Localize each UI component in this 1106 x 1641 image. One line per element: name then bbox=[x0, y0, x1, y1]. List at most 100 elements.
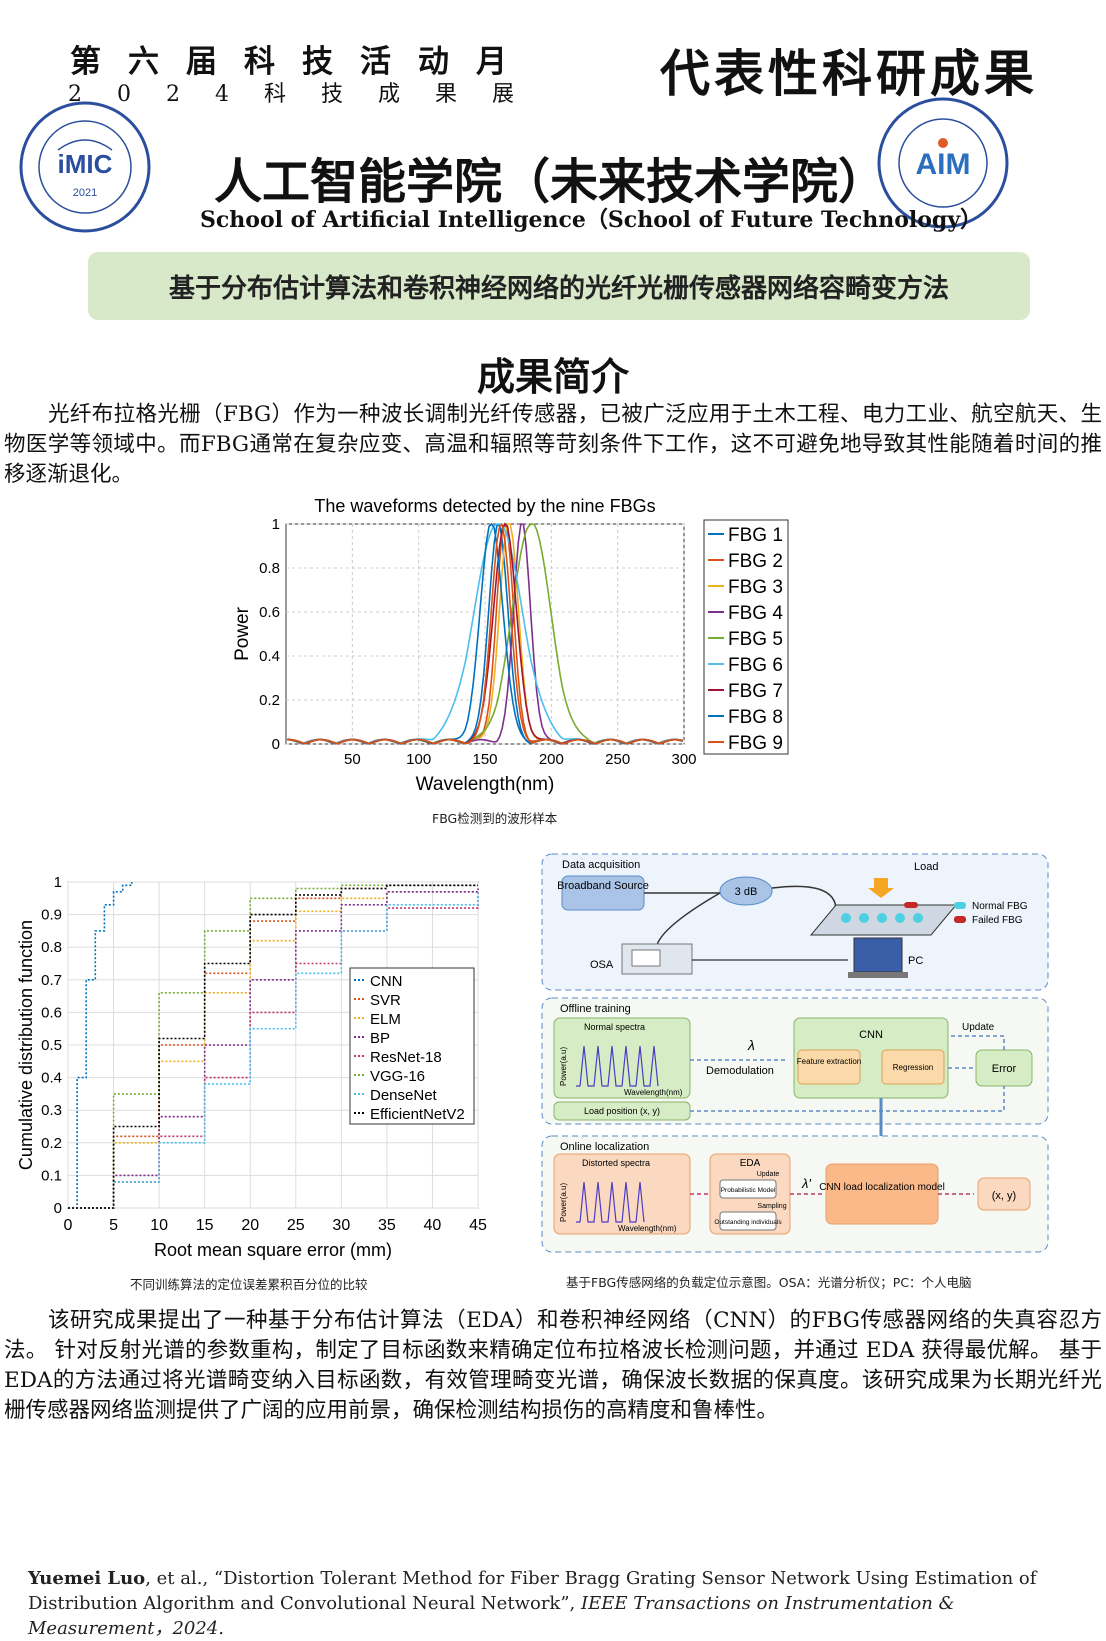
reference: Yuemei Luo, et al., “Distortion Tolerant… bbox=[28, 1566, 1088, 1641]
output-xy-label: (x, y) bbox=[992, 1190, 1016, 1202]
research-title-banner: 基于分布估计算法和卷积神经网络的光纤光栅传感器网络容畸变方法 bbox=[88, 252, 1030, 320]
fig2-legend-label: DenseNet bbox=[370, 1087, 438, 1104]
online-title: Online localization bbox=[560, 1141, 649, 1153]
fig2-x-tick-label: 25 bbox=[287, 1217, 305, 1234]
figure2-caption: 不同训练算法的定位误差累积百分位的比较 bbox=[130, 1277, 368, 1292]
online-localization-panel: Online localization Distorted spectra Wa… bbox=[541, 1135, 1049, 1253]
fig2-legend bbox=[349, 967, 475, 1125]
online-wavelength-label: Wavelength(nm) bbox=[618, 1224, 677, 1233]
fig1-y-tick-label: 0.2 bbox=[259, 692, 280, 709]
osa-label: OSA bbox=[590, 959, 614, 971]
fig1-legend-label: FBG 2 bbox=[728, 551, 783, 572]
cdf-comparison-chart: 0 5 10 15 20 25 30 35 40 45 0 0.1 0.2 0.3 0.4 0.5 0.6 0.7… bbox=[16, 874, 487, 1260]
normal-spectra-label: Normal spectra bbox=[584, 1022, 645, 1032]
imic-logo-text: iMIC bbox=[58, 149, 113, 179]
summary-paragraph: 该研究成果提出了一种基于分布估计算法（EDA）和卷积神经网络（CNN）的FBG传… bbox=[4, 1308, 1102, 1423]
fig2-y-tick-label: 0.2 bbox=[41, 1135, 62, 1152]
fig1-legend-label: FBG 4 bbox=[728, 603, 783, 624]
acquisition-title: Data acquisition bbox=[562, 859, 640, 871]
fig2-legend-label: ELM bbox=[370, 1011, 401, 1028]
fig2-x-tick-label: 10 bbox=[150, 1217, 168, 1234]
fig2-y-axis-label: Cumulative distribution function bbox=[16, 920, 36, 1170]
fig1-legend-label: FBG 3 bbox=[728, 577, 783, 598]
fig2-legend-label: VGG-16 bbox=[370, 1068, 425, 1085]
figure3-caption: 基于FBG传感网络的负载定位示意图。OSA：光谱分析仪；PC：个人电脑 bbox=[566, 1275, 972, 1290]
fig1-series-line-9 bbox=[287, 523, 683, 745]
fig2-series-line-7 bbox=[68, 891, 479, 1209]
outstanding-individuals-label: Outstanding individuals bbox=[714, 1219, 782, 1226]
fig2-series-line-2 bbox=[68, 884, 478, 1209]
reference-body: , et al., “Distortion Tolerant Method fo… bbox=[28, 1568, 1037, 1614]
fig1-y-tick-label: 0.6 bbox=[259, 604, 280, 621]
college-name-cn: 人工智能学院（未来技术学院） bbox=[213, 154, 886, 210]
fig2-series-line-8 bbox=[68, 884, 478, 1209]
fig1-y-tick-label: 0.4 bbox=[259, 648, 280, 665]
offline-power-label: Power(a.u) bbox=[559, 1047, 568, 1086]
fig2-x-tick-label: 35 bbox=[378, 1217, 396, 1234]
result-label: 代表性科研成果 bbox=[660, 44, 1038, 103]
fig1-legend-label: FBG 6 bbox=[728, 655, 783, 676]
fig1-legend-label: FBG 9 bbox=[728, 733, 783, 754]
distorted-spectra-label: Distorted spectra bbox=[582, 1158, 650, 1168]
eda-label: EDA bbox=[740, 1158, 761, 1169]
college-name-en: School of Artificial Intelligence（School… bbox=[200, 207, 983, 233]
fig1-y-tick-label: 0.8 bbox=[259, 560, 280, 577]
fig1-legend-label: FBG 5 bbox=[728, 629, 783, 650]
aim-logo-icon: AIM bbox=[877, 97, 1009, 229]
fig2-x-tick-label: 0 bbox=[64, 1217, 73, 1234]
fig2-y-tick-label: 0.1 bbox=[41, 1167, 62, 1184]
failed-fbg-label: Failed FBG bbox=[972, 915, 1023, 926]
fig1-y-tick-label: 1 bbox=[272, 516, 280, 533]
load-localization-diagram: Data acquisition Broadband Source 3 dB L… bbox=[541, 853, 1049, 1253]
fig2-y-tick-label: 0.7 bbox=[41, 972, 62, 989]
fig1-x-tick-label: 200 bbox=[539, 751, 564, 768]
fig2-legend-label: CNN bbox=[370, 973, 403, 990]
broadband-source-label: Broadband Source bbox=[557, 880, 649, 892]
fig2-y-tick-label: 0.5 bbox=[41, 1037, 62, 1054]
fig1-x-tick-label: 100 bbox=[406, 751, 431, 768]
error-label: Error bbox=[992, 1063, 1017, 1075]
coupler-label: 3 dB bbox=[735, 886, 758, 898]
acquisition-panel: Data acquisition Broadband Source 3 dB L… bbox=[541, 853, 1049, 991]
load-position-label: Load position (x, y) bbox=[584, 1106, 660, 1116]
offline-wavelength-label: Wavelength(nm) bbox=[624, 1088, 683, 1097]
fig2-x-tick-label: 30 bbox=[332, 1217, 350, 1234]
fig2-x-tick-label: 45 bbox=[469, 1217, 487, 1234]
event-title: 第六届科技活动月 bbox=[70, 44, 534, 80]
load-label: Load bbox=[914, 861, 938, 873]
fig2-series-line-4 bbox=[68, 888, 479, 1209]
fig2-legend-label: ResNet-18 bbox=[370, 1049, 442, 1066]
cnn-label: CNN bbox=[859, 1029, 883, 1041]
update-label: Update bbox=[962, 1022, 995, 1033]
fig2-y-tick-label: 0.9 bbox=[41, 907, 62, 924]
reference-author: Yuemei Luo bbox=[28, 1568, 146, 1589]
fig1-legend-label: FBG 8 bbox=[728, 707, 783, 728]
eda-sampling-label: Sampling bbox=[757, 1203, 786, 1210]
lambda-label: λ bbox=[747, 1037, 755, 1053]
probabilistic-model-label: Probabilistic Model bbox=[721, 1187, 776, 1194]
event-subtitle: 2024科技成果展 bbox=[68, 82, 549, 107]
fig2-x-tick-label: 5 bbox=[109, 1217, 118, 1234]
fig2-y-tick-label: 0.6 bbox=[41, 1004, 62, 1021]
fig2-series-line-1 bbox=[68, 882, 133, 1209]
section-title: 成果简介 bbox=[476, 354, 629, 399]
fig1-x-axis-label: Wavelength(nm) bbox=[416, 774, 555, 795]
fig1-x-tick-label: 300 bbox=[671, 751, 696, 768]
offline-title: Offline training bbox=[560, 1003, 631, 1015]
figure1-caption: FBG检测到的波形样本 bbox=[432, 811, 558, 826]
fig1-title: The waveforms detected by the nine FBGs bbox=[314, 496, 655, 516]
fbg-waveform-chart: The waveforms detected by the nine FBGs 5… bbox=[232, 496, 789, 795]
fig2-x-axis-label: Root mean square error (mm) bbox=[154, 1240, 392, 1260]
fig2-y-tick-label: 0 bbox=[54, 1200, 62, 1217]
fig2-legend-label: BP bbox=[370, 1030, 390, 1047]
fig1-y-axis-label: Power bbox=[232, 606, 253, 661]
regression-label: Regression bbox=[893, 1063, 933, 1072]
imic-logo-year: 2021 bbox=[73, 187, 97, 199]
pc-label: PC bbox=[908, 955, 923, 967]
feature-extraction-label: Feature extraction bbox=[797, 1057, 861, 1066]
online-power-label: Power(a.u) bbox=[559, 1183, 568, 1222]
fig1-legend-label: FBG 7 bbox=[728, 681, 783, 702]
fig1-legend-label: FBG 1 bbox=[728, 525, 783, 546]
offline-training-panel: Offline training Normal spectra Waveleng… bbox=[541, 997, 1049, 1125]
eda-update-label: Update bbox=[757, 1171, 780, 1178]
